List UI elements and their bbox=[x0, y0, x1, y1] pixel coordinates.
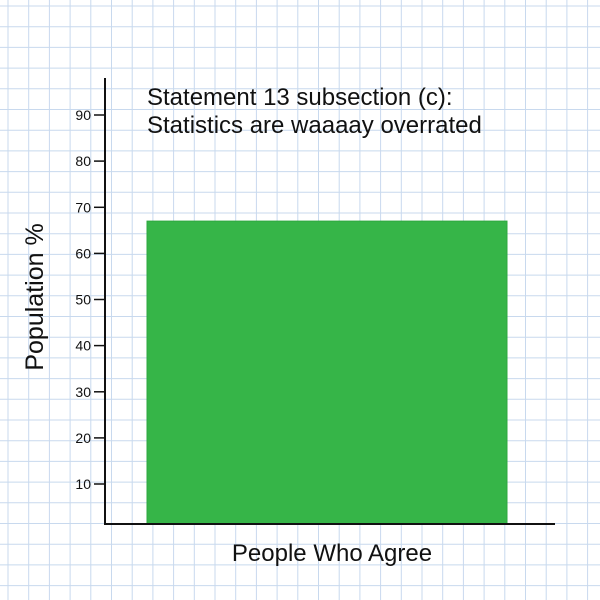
y-tick-label: 20 bbox=[75, 430, 91, 446]
y-ticks: 10 20 30 40 50 60 70 80 90 bbox=[75, 107, 105, 492]
y-tick-label: 10 bbox=[75, 476, 91, 492]
y-tick-label: 50 bbox=[75, 292, 91, 308]
y-tick-label: 60 bbox=[75, 245, 91, 261]
y-axis-label: Population % bbox=[21, 223, 49, 370]
chart-title-line-1: Statement 13 subsection (c): bbox=[147, 84, 452, 111]
bar bbox=[146, 220, 508, 525]
axes bbox=[104, 78, 555, 525]
y-tick-label: 80 bbox=[75, 153, 91, 169]
chart-title: Statement 13 subsection (c): Statistics … bbox=[147, 84, 482, 139]
y-tick-label: 40 bbox=[75, 338, 91, 354]
chart-title-line-2: Statistics are waaaay overrated bbox=[147, 112, 482, 139]
x-axis-label: People Who Agree bbox=[232, 540, 432, 567]
y-tick-label: 90 bbox=[75, 107, 91, 123]
y-tick-label: 70 bbox=[75, 199, 91, 215]
bars bbox=[146, 220, 508, 525]
y-tick-label: 30 bbox=[75, 384, 91, 400]
